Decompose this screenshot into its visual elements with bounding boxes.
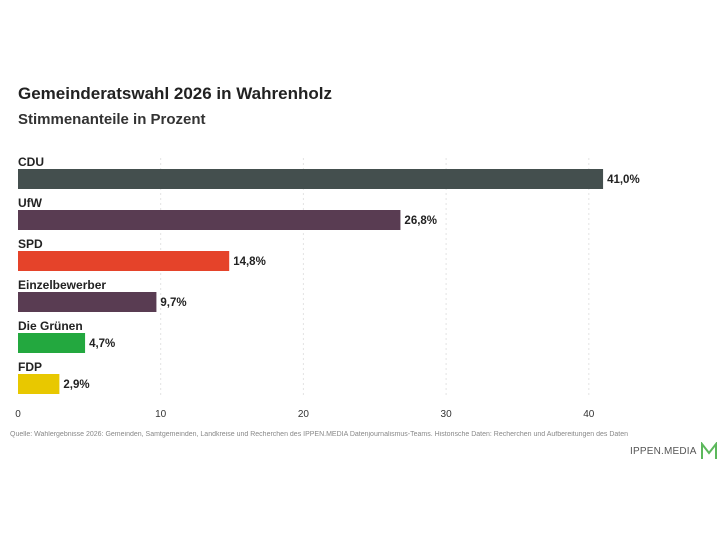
category-label: SPD xyxy=(18,237,43,251)
category-label: CDU xyxy=(18,155,44,169)
x-tick-label: 0 xyxy=(15,409,21,420)
value-label: 41,0% xyxy=(607,174,640,186)
brand-m-icon xyxy=(700,442,717,459)
brand-logo: IPPEN.MEDIA xyxy=(630,442,718,460)
value-label: 26,8% xyxy=(404,215,437,227)
bar-chart: CDU 41,0% UfW 26,8% SPD 14,8% Einzelbewerber 9,… xyxy=(15,155,640,420)
category-label: Die Grünen xyxy=(18,319,83,333)
bar xyxy=(18,292,157,312)
value-label: 14,8% xyxy=(233,256,266,268)
brand-text: IPPEN.MEDIA xyxy=(630,445,697,457)
value-label: 2,9% xyxy=(63,379,89,391)
x-tick-label: 30 xyxy=(441,409,453,420)
category-label: Einzelbewerber xyxy=(18,278,106,292)
value-label: 9,7% xyxy=(160,297,186,309)
x-tick-label: 40 xyxy=(583,409,595,420)
bar xyxy=(18,169,604,189)
chart-subtitle: Stimmenanteile in Prozent xyxy=(18,111,206,128)
category-label: FDP xyxy=(18,360,42,374)
chart-title: Gemeinderatswahl 2026 in Wahrenholz xyxy=(18,84,332,103)
category-label: UfW xyxy=(18,196,43,210)
bar xyxy=(18,333,86,353)
source-note: Quelle: Wahlergebnisse 2026: Gemeinden, … xyxy=(10,431,629,438)
x-tick-label: 20 xyxy=(298,409,310,420)
value-label: 4,7% xyxy=(89,338,115,350)
x-tick-label: 10 xyxy=(155,409,167,420)
bar xyxy=(18,374,60,394)
bar xyxy=(18,251,230,271)
bar xyxy=(18,210,401,230)
